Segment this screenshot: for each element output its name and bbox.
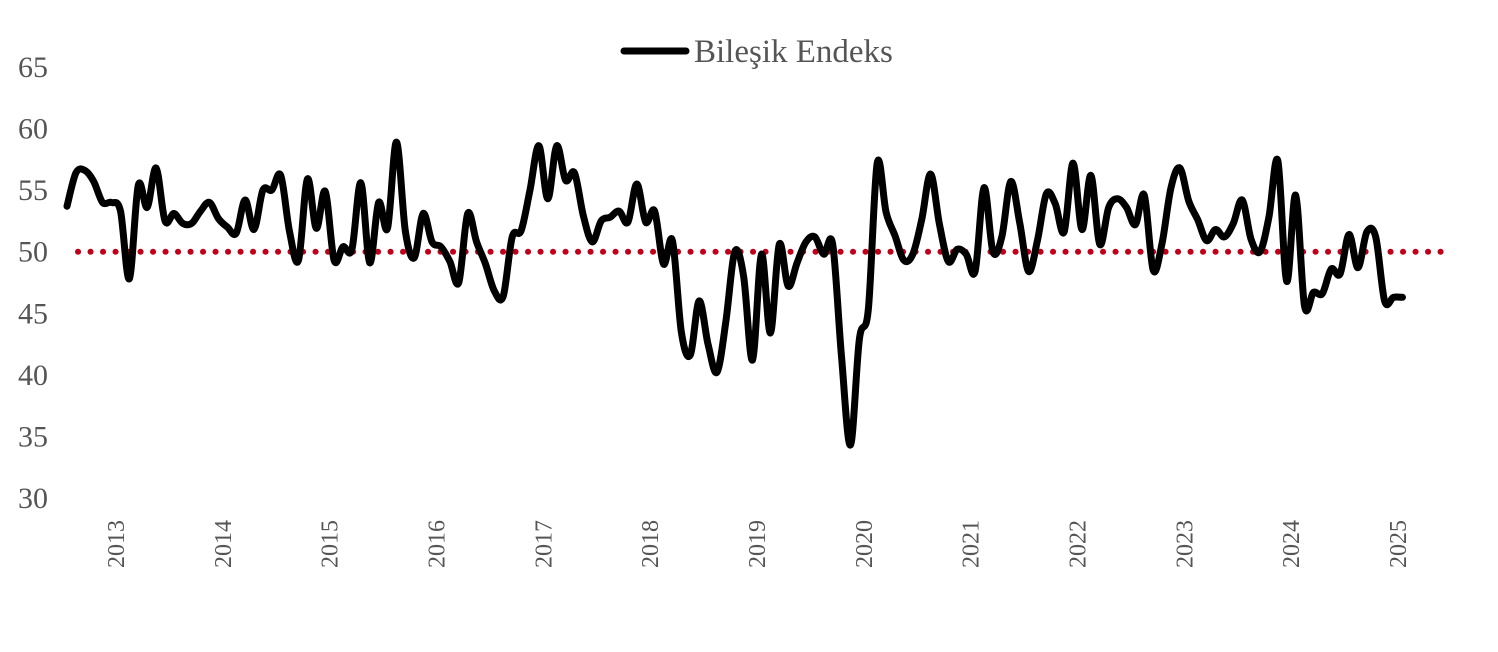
y-tick-label: 60 xyxy=(18,113,48,146)
x-tick-label: 2018 xyxy=(638,520,664,568)
x-tick-label: 2022 xyxy=(1066,520,1092,568)
x-tick-label: 2024 xyxy=(1279,520,1305,568)
x-tick-label: 2016 xyxy=(425,520,451,568)
x-tick-label: 2025 xyxy=(1386,520,1412,568)
x-tick-label: 2021 xyxy=(959,520,985,568)
y-tick-label: 65 xyxy=(18,51,48,84)
y-tick-label: 40 xyxy=(18,359,48,392)
x-tick-label: 2017 xyxy=(531,520,557,568)
legend-label: Bileşik Endeks xyxy=(694,34,893,70)
x-tick-label: 2020 xyxy=(852,520,878,568)
x-axis-ticks: 2013 2014 2015 2016 2017 2018 2019 2020 2021 2022… xyxy=(104,520,1412,568)
series-line-bilesik-endeks xyxy=(63,138,1406,449)
x-tick-label: 2015 xyxy=(318,520,344,568)
legend: Bileşik Endeks xyxy=(620,34,893,70)
x-tick-label: 2023 xyxy=(1172,520,1198,568)
x-tick-label: 2013 xyxy=(104,520,130,568)
y-tick-label: 50 xyxy=(18,236,48,269)
y-axis-ticks: 30 35 40 45 50 55 60 65 xyxy=(18,51,48,515)
y-tick-label: 30 xyxy=(18,482,48,515)
x-tick-label: 2019 xyxy=(745,520,771,568)
y-tick-label: 35 xyxy=(18,420,48,453)
y-tick-label: 45 xyxy=(18,297,48,330)
x-tick-label: 2014 xyxy=(211,520,237,568)
y-tick-label: 55 xyxy=(18,174,48,207)
